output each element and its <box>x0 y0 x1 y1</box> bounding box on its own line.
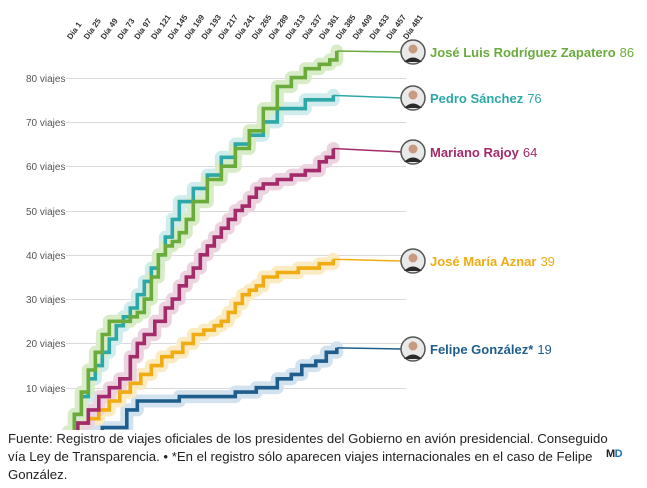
label-connector <box>336 50 403 53</box>
series-name: José Luis Rodríguez Zapatero <box>430 45 616 60</box>
label-connector <box>333 258 403 262</box>
y-tick-label: 40 viajes <box>26 251 65 262</box>
logo-d: D <box>614 448 623 460</box>
portrait-suit <box>404 103 422 108</box>
y-axis-tick-labels: 10 viajes 20 viajes 30 viajes 40 viajes 50 v… <box>26 74 65 395</box>
series-label: Pedro Sánchez 76 <box>430 91 542 106</box>
series-total: 86 <box>620 45 634 60</box>
series-label: Mariano Rajoy 64 <box>430 145 537 160</box>
portrait-face <box>408 253 418 263</box>
publisher-logo: MD <box>606 448 623 460</box>
series-total: 76 <box>527 91 541 106</box>
portrait-suit <box>404 266 422 271</box>
series-line-mariano-rajoy <box>76 148 336 430</box>
series-label: José Luis Rodríguez Zapatero 86 <box>430 45 634 60</box>
series-name: Pedro Sánchez <box>430 91 524 106</box>
end-label-jose-maria-aznar: José María Aznar 39 <box>333 248 555 274</box>
series-end-labels: José Luis Rodríguez Zapatero 86 Pedro Sánc… <box>333 39 634 362</box>
series-line-jose-maria-aznar <box>76 259 336 430</box>
series-total: 39 <box>540 254 554 269</box>
y-tick-label: 50 viajes <box>26 207 65 218</box>
portrait-face <box>408 341 418 351</box>
label-connector <box>336 347 403 350</box>
x-tick-label: Día 1 <box>65 20 84 41</box>
portrait-face <box>408 90 418 100</box>
series-name: Felipe González* <box>430 342 534 357</box>
end-label-felipe-gonzalez: Felipe González* 19 <box>336 336 552 362</box>
series-label: Felipe González* 19 <box>430 342 552 357</box>
series-lines <box>72 51 339 430</box>
y-tick-label: 30 viajes <box>26 295 65 306</box>
series-line-jose-luis-rodriguez-zapatero <box>72 51 339 430</box>
portrait-suit <box>404 57 422 62</box>
label-connector <box>333 94 403 99</box>
end-label-jose-luis-rodriguez-zapatero: José Luis Rodríguez Zapatero 86 <box>336 39 634 65</box>
series-line-felipe-gonzalez <box>100 347 339 430</box>
series-name: Mariano Rajoy <box>430 145 520 160</box>
end-label-pedro-sanchez: Pedro Sánchez 76 <box>333 85 542 111</box>
portrait-face <box>408 144 418 154</box>
y-tick-label: 80 viajes <box>26 74 65 85</box>
chart-area: 10 viajes 20 viajes 30 viajes 40 viajes 50 v… <box>26 13 634 430</box>
portrait-suit <box>404 157 422 162</box>
end-label-mariano-rajoy: Mariano Rajoy 64 <box>333 139 537 165</box>
portrait-suit <box>404 354 422 359</box>
series-label: José María Aznar 39 <box>430 254 555 269</box>
series-total: 19 <box>537 342 551 357</box>
y-tick-label: 60 viajes <box>26 162 65 173</box>
series-name: José María Aznar <box>430 254 536 269</box>
y-tick-label: 10 viajes <box>26 384 65 395</box>
source-footnote: Fuente: Registro de viajes oficiales de … <box>8 431 608 482</box>
y-tick-label: 20 viajes <box>26 339 65 350</box>
portrait-face <box>408 44 418 54</box>
series-total: 64 <box>523 145 537 160</box>
label-connector <box>333 147 403 153</box>
y-tick-label: 70 viajes <box>26 118 65 129</box>
logo-m: M <box>606 448 615 460</box>
